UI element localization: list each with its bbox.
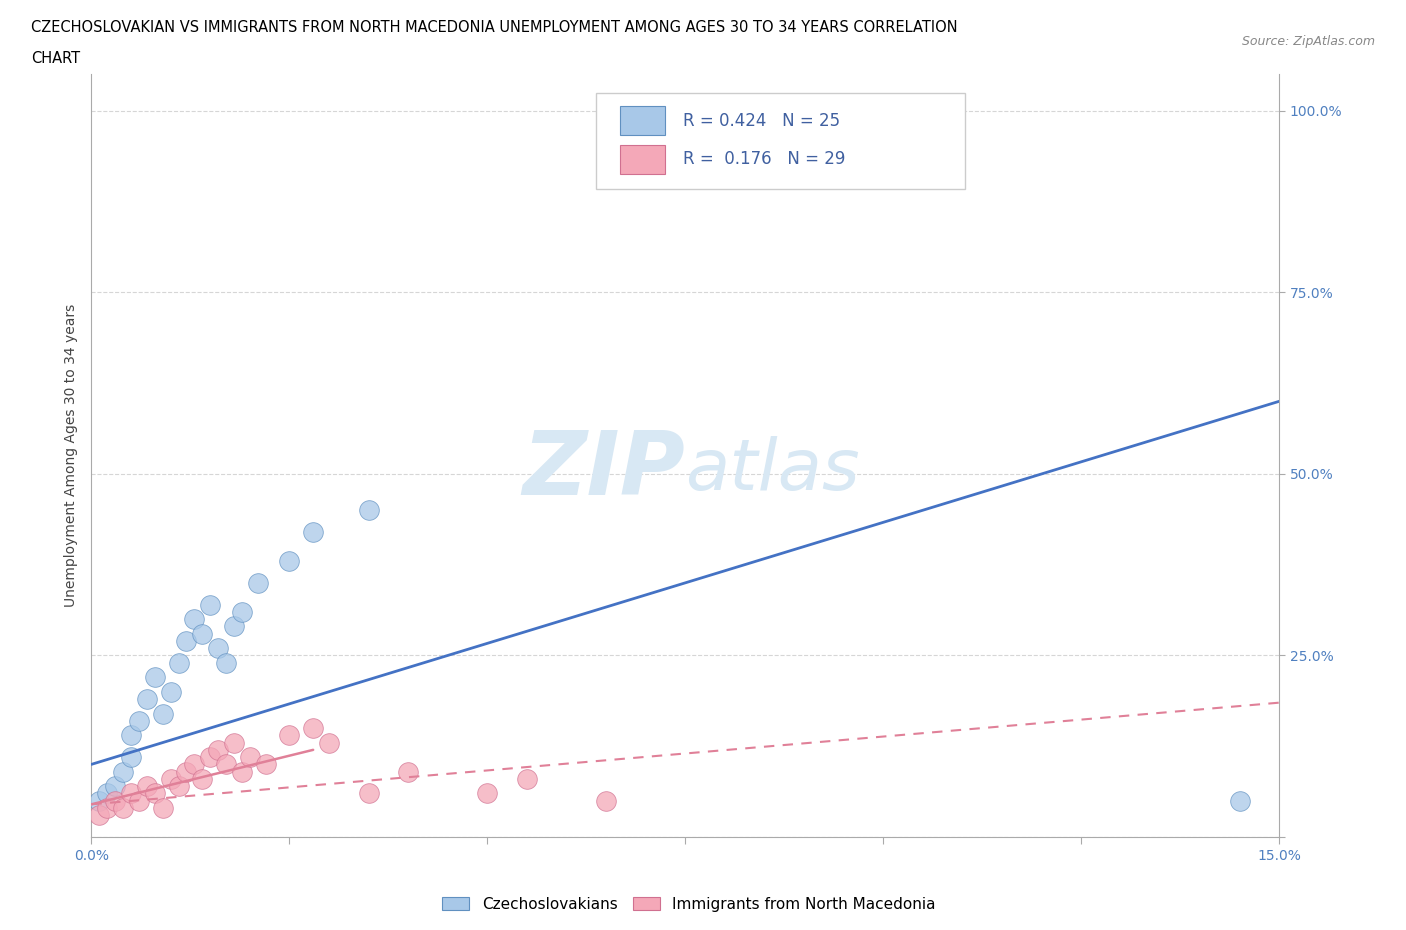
- Point: [120, 728, 142, 743]
- Point: [159, 772, 181, 787]
- Point: [357, 786, 380, 801]
- Point: [143, 670, 166, 684]
- Point: [191, 626, 214, 641]
- FancyBboxPatch shape: [596, 94, 965, 189]
- Point: [135, 778, 157, 793]
- Point: [128, 713, 150, 728]
- Legend: Czechoslovakians, Immigrants from North Macedonia: Czechoslovakians, Immigrants from North …: [436, 890, 942, 918]
- Text: Source: ZipAtlas.com: Source: ZipAtlas.com: [1241, 35, 1375, 48]
- Point: [152, 706, 174, 721]
- Text: atlas: atlas: [685, 436, 860, 505]
- Point: [112, 764, 135, 779]
- Point: [159, 684, 181, 699]
- Point: [143, 786, 166, 801]
- Point: [120, 786, 142, 801]
- Point: [200, 597, 222, 612]
- Point: [231, 764, 253, 779]
- Point: [278, 553, 301, 568]
- Point: [595, 793, 617, 808]
- Point: [302, 721, 325, 736]
- Point: [222, 619, 245, 634]
- Point: [128, 793, 150, 808]
- Point: [176, 764, 198, 779]
- Point: [239, 750, 262, 764]
- Y-axis label: Unemployment Among Ages 30 to 34 years: Unemployment Among Ages 30 to 34 years: [65, 304, 79, 607]
- Point: [89, 793, 111, 808]
- Point: [278, 728, 301, 743]
- Point: [104, 778, 127, 793]
- Point: [516, 772, 538, 787]
- Point: [167, 778, 190, 793]
- Point: [183, 612, 205, 627]
- Point: [120, 750, 142, 764]
- Point: [254, 757, 277, 772]
- Point: [176, 633, 198, 648]
- Text: CZECHOSLOVAKIAN VS IMMIGRANTS FROM NORTH MACEDONIA UNEMPLOYMENT AMONG AGES 30 TO: CZECHOSLOVAKIAN VS IMMIGRANTS FROM NORTH…: [31, 20, 957, 35]
- Point: [318, 735, 340, 750]
- Text: R = 0.424   N = 25: R = 0.424 N = 25: [683, 112, 841, 130]
- FancyBboxPatch shape: [620, 144, 665, 174]
- Point: [135, 692, 157, 707]
- Text: CHART: CHART: [31, 51, 80, 66]
- Point: [215, 656, 238, 671]
- Point: [215, 757, 238, 772]
- Point: [396, 764, 419, 779]
- Point: [1229, 793, 1251, 808]
- Text: R =  0.176   N = 29: R = 0.176 N = 29: [683, 150, 845, 168]
- Point: [104, 793, 127, 808]
- Point: [246, 576, 269, 591]
- Point: [167, 656, 190, 671]
- Point: [191, 772, 214, 787]
- Point: [357, 503, 380, 518]
- Point: [183, 757, 205, 772]
- Point: [231, 604, 253, 619]
- Point: [207, 641, 229, 656]
- Point: [302, 525, 325, 539]
- Point: [207, 742, 229, 757]
- Point: [89, 808, 111, 823]
- Point: [222, 735, 245, 750]
- Text: ZIP: ZIP: [523, 428, 685, 514]
- Point: [477, 786, 499, 801]
- Point: [112, 801, 135, 816]
- Point: [152, 801, 174, 816]
- Point: [200, 750, 222, 764]
- FancyBboxPatch shape: [620, 106, 665, 136]
- Point: [96, 786, 118, 801]
- Point: [96, 801, 118, 816]
